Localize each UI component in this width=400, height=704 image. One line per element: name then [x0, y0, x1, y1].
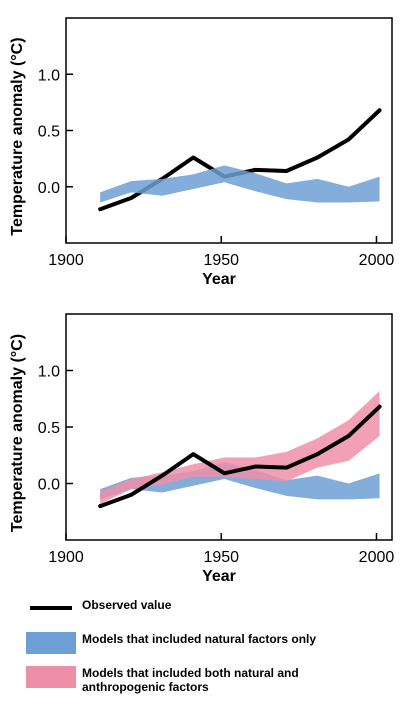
x-tick-label: 2000 [359, 549, 395, 566]
legend-item-natural-anthropogenic: Models that included both natural and an… [22, 664, 392, 700]
legend-item-observed: Observed value [22, 596, 392, 626]
legend-label-natural: Models that included natural factors onl… [82, 632, 317, 646]
x-tick-label: 1900 [48, 252, 84, 269]
x-tick-label: 1900 [48, 549, 84, 566]
chart-2: 0.0 0.5 1.0 1900 1950 2000 Year Temperature ano… [9, 313, 395, 585]
y-tick-label: 1.0 [38, 67, 60, 84]
series-band-1 [100, 462, 380, 500]
series-line-observed [98, 404, 382, 509]
series-band-2 [100, 165, 380, 203]
y-tick-label: 0.0 [38, 477, 60, 494]
x-axis-title: Year [202, 568, 236, 585]
x-tick-label: 1950 [203, 252, 239, 269]
y-tick-label: 0.0 [38, 180, 60, 197]
series-band-2 [100, 390, 380, 504]
y-tick-label: 0.5 [38, 420, 60, 437]
legend-swatch-natural [26, 632, 76, 654]
y-tick-label: 0.5 [38, 124, 60, 141]
legend-swatch-observed-line [30, 606, 72, 610]
charts-canvas: 0.0 0.5 1.0 1900 1950 2000 Year Temperature ano… [9, 17, 395, 585]
chart-1: 0.0 0.5 1.0 1900 1950 2000 Year Temperature ano… [9, 17, 395, 288]
x-axis-title: Year [202, 271, 236, 288]
x-tick-label: 1950 [203, 549, 239, 566]
legend: Observed value Models that included natu… [22, 596, 392, 704]
y-tick-label: 1.0 [38, 364, 60, 381]
y-axis-title: Temperature anomaly (°C) [9, 334, 26, 532]
legend-label-natural-anthropogenic: Models that included both natural and an… [82, 666, 299, 694]
legend-label-observed: Observed value [82, 598, 172, 612]
legend-item-natural: Models that included natural factors onl… [22, 630, 392, 660]
legend-swatch-natural-anthropogenic [26, 666, 76, 688]
plot-frame [65, 17, 393, 244]
x-tick-label: 2000 [359, 252, 395, 269]
y-axis-title: Temperature anomaly (°C) [9, 37, 26, 235]
